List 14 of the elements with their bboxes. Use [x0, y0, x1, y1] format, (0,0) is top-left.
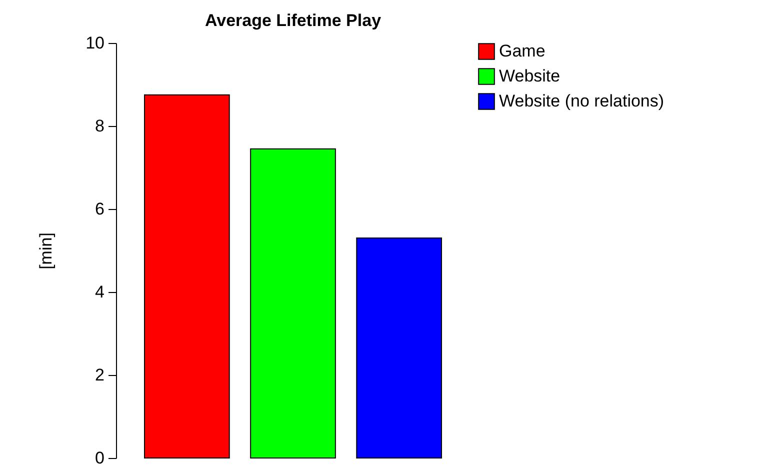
y-tick-label: 2: [95, 366, 104, 384]
chart-title: Average Lifetime Play: [204, 11, 382, 30]
legend-label: Game: [499, 42, 546, 60]
bar: [144, 94, 230, 458]
y-tick-label: 0: [95, 448, 104, 468]
y-axis-title: [min]: [36, 232, 56, 270]
legend-label: Website: [499, 66, 560, 86]
y-tick-label: 8: [95, 116, 104, 136]
bar: [250, 148, 336, 458]
y-tick-label: 4: [95, 282, 104, 302]
bar: [356, 238, 442, 458]
legend-label: Website (no relations): [499, 92, 664, 110]
y-tick-label: 6: [95, 200, 104, 218]
y-tick-label: 10: [86, 34, 104, 52]
